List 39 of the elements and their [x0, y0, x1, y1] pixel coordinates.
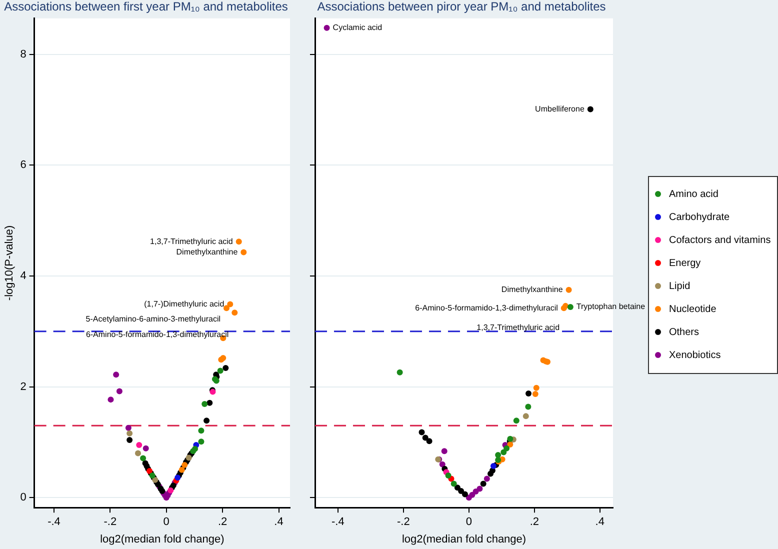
x-tick-label: .2 — [530, 516, 539, 528]
y-tick-label: 0 — [20, 492, 26, 504]
annotation: Cyclamic acid — [332, 23, 382, 32]
x-tick-label: .2 — [218, 516, 228, 528]
x-tick-label: 0 — [163, 516, 170, 528]
legend-label: Others — [669, 326, 700, 338]
x-tick-label: 0 — [466, 516, 472, 528]
x-tick-label: .4 — [595, 516, 604, 528]
x-tick-label: -.2 — [104, 516, 117, 528]
annotation: Tryptophan betaine — [576, 302, 646, 312]
legend-label: Xenobiotics — [669, 350, 721, 360]
chart-title: Associations between piror year PM₁₀ and metabolites — [317, 0, 606, 14]
legend-label: Carbohydrate — [669, 212, 730, 222]
legend-label: Nucleotide — [669, 304, 716, 314]
legend-label: Energy — [669, 258, 701, 268]
annotation: 6-Amino-5-formamido-1,3-dimethyluracil — [415, 303, 558, 312]
legend-label: Amino acid — [669, 188, 718, 200]
annotation: 1,3,7-Trimethyluric acid — [476, 323, 560, 332]
y-axis-title: -log10(P-value) — [4, 225, 16, 301]
annotation: Dimethylxanthine — [176, 247, 238, 256]
x-axis-title: log2(median fold change) — [402, 533, 526, 546]
annotation: Umbelliferone — [535, 104, 585, 114]
annotation: (1,7-)Dimethyluric acid — [144, 299, 224, 308]
y-tick-label: 2 — [20, 380, 26, 393]
x-axis-title: log2(median fold change) — [100, 533, 224, 546]
legend-label: Lipid — [669, 280, 690, 292]
annotation: Dimethylxanthine — [501, 285, 564, 294]
annotation: 5-Acetylamino-6-amino-3-methyluracil — [86, 314, 221, 324]
annotation: 1,3,7-Trimethyluric acid — [150, 236, 233, 246]
legend-label: Cofactors and vitamins — [669, 234, 771, 246]
x-tick-label: -.4 — [332, 516, 344, 528]
x-tick-label: .4 — [274, 516, 284, 528]
y-tick-label: 6 — [20, 159, 26, 172]
x-tick-label: -.2 — [396, 516, 410, 528]
chart-title: Associations between first year PM₁₀ and metabolites — [4, 0, 288, 14]
y-tick-label: 4 — [20, 270, 26, 282]
annotation: 6-Amino-5-formamido-1,3-dimethyluracil — [86, 330, 229, 339]
y-tick-label: 8 — [20, 48, 26, 60]
x-tick-label: -.4 — [48, 516, 60, 528]
